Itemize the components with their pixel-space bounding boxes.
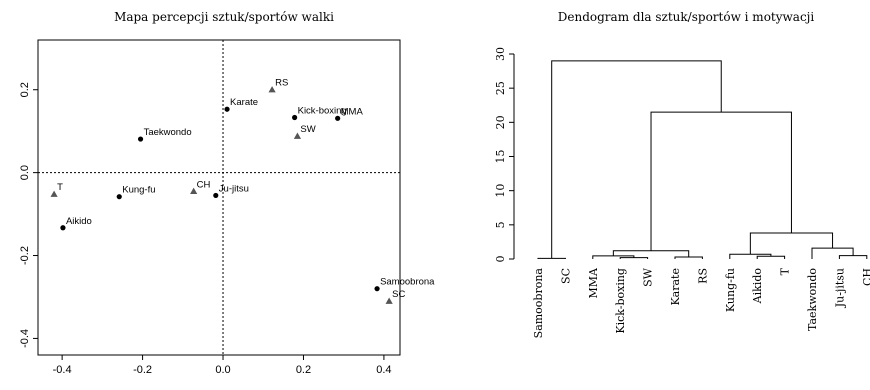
scatter-x-axis: -0.4 -0.2 0.0 0.2 0.4 [53, 355, 392, 376]
dendrogram-y-tick-label: 15 [494, 150, 507, 164]
point-label-aikido: Aikido [66, 216, 92, 227]
dendrogram-panel: Dendogram dla sztuk/sportów i motywacji … [494, 10, 870, 338]
dendrogram-title: Dendogram dla sztuk/sportów i motywacji [558, 10, 815, 24]
scatter-panel: Mapa percepcji sztuk/sportów walki -0.4-… [19, 10, 435, 376]
point-taekwondo [137, 136, 144, 142]
dendrogram-merge-m11 [650, 111, 792, 251]
leaf-label-kung-fu: Kung-fu [724, 268, 737, 312]
point-ju-jitsu [213, 192, 219, 199]
point-samoobrona [374, 286, 380, 292]
leaf-label-t: T [779, 267, 792, 275]
dendrogram-merge-m10 [749, 232, 834, 255]
point-label-karate: Karate [230, 97, 258, 108]
leaf-label-kick-boxing: Kick-boxing [614, 268, 627, 334]
dendrogram-y-tick-label: 10 [494, 184, 507, 198]
point-label-ch: CH [197, 179, 211, 190]
dendrogram-merge-m12 [551, 60, 722, 259]
scatter-title: Mapa percepcji sztuk/sportów walki [114, 10, 334, 24]
x-tick-label: -0.2 [133, 364, 152, 376]
point-label-rs: RS [275, 78, 288, 89]
dendrogram-y-axis: 0 5 10 15 20 25 30 [494, 47, 515, 263]
point-t [50, 190, 58, 197]
point-aikido [60, 225, 66, 231]
dendrogram-merge-m1 [619, 257, 649, 259]
point-sw [293, 132, 302, 139]
y-tick-label: -0.2 [19, 246, 31, 265]
x-tick-label: 0.4 [376, 364, 391, 376]
point-label-t: T [57, 182, 63, 193]
dendrogram-merge-m5 [838, 255, 868, 259]
leaf-label-aikido: Aikido [751, 268, 764, 305]
point-sc [385, 297, 393, 304]
point-label-taekwondo: Taekwondo [144, 127, 192, 138]
dendrogram-y-tick-label: 20 [494, 115, 507, 129]
y-tick-label: 0.0 [19, 165, 31, 180]
dendrogram-merge-m2 [537, 257, 566, 259]
dendrogram-tree [537, 60, 868, 259]
leaf-label-ju-jitsu: Ju-jitsu [833, 268, 846, 308]
leaf-label-mma: MMA [587, 267, 600, 299]
leaf-label-karate: Karate [669, 268, 682, 306]
point-label-mma: MMA [341, 106, 364, 117]
leaf-label-sc: SC [559, 268, 572, 284]
leaf-label-samoobrona: Samoobrona [532, 268, 545, 339]
dendrogram-y-tick-label: 0 [494, 256, 507, 263]
point-label-sw: SW [300, 124, 315, 135]
x-tick-label: 0.0 [215, 364, 230, 376]
point-label-kung-fu: Kung-fu [122, 185, 155, 196]
point-mma [335, 115, 341, 121]
leaf-label-sw: SW [642, 267, 655, 287]
point-ch [190, 187, 198, 194]
point-label-ju-jitsu: Ju-jitsu [219, 183, 249, 194]
point-label-sc: SC [392, 289, 405, 300]
y-tick-label: 0.2 [19, 82, 31, 97]
leaf-label-ch: CH [861, 268, 870, 286]
scatter-reference-lines [38, 40, 400, 355]
y-tick-label: -0.4 [19, 329, 31, 348]
scatter-plot-frame [37, 39, 401, 356]
point-kick-boxing [292, 114, 298, 121]
point-rs [268, 86, 276, 93]
leaf-label-taekwondo: Taekwondo [806, 268, 819, 331]
dendrogram-y-tick-label: 5 [494, 221, 507, 228]
point-kung-fu [116, 194, 122, 200]
point-karate [224, 106, 230, 112]
dendrogram-merge-m3 [674, 256, 703, 259]
x-tick-label: 0.2 [296, 364, 311, 376]
leaf-label-rs: RS [696, 268, 709, 284]
dendrogram-leaf-labels: Samoobrona SC MMA Kick-boxing SW Karate RS Kung… [532, 267, 870, 338]
x-tick-label: -0.4 [53, 364, 72, 376]
dendrogram-merge-m9 [811, 247, 854, 259]
dendrogram-merge-m4 [756, 255, 786, 259]
dendrogram-y-tick-label: 25 [494, 81, 507, 95]
dendrogram-merge-m7 [729, 253, 772, 259]
point-label-kick-boxing: Kick-boxing [298, 106, 347, 117]
scatter-y-axis: -0.4 -0.2 0.0 0.2 [19, 82, 38, 348]
point-label-samoobrona: Samoobrona [380, 277, 435, 288]
dendrogram-y-tick-label: 30 [494, 47, 507, 61]
